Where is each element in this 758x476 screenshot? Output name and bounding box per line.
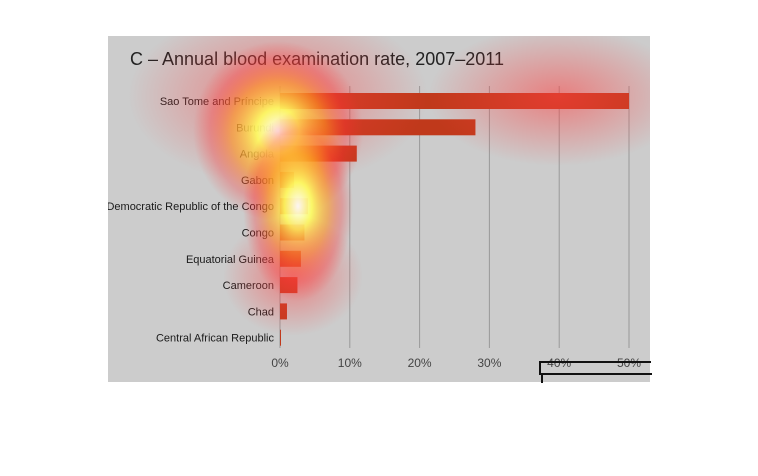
bar bbox=[280, 224, 305, 241]
bar bbox=[280, 145, 357, 162]
x-tick-label: 50% bbox=[617, 356, 641, 370]
bar-chart: Sao Tome and Príncipe Burundi Angola Gabon D… bbox=[108, 86, 641, 370]
bar bbox=[280, 198, 308, 215]
bar bbox=[280, 329, 281, 346]
chart-panel: Sao Tome and Príncipe Burundi Angola Gabon D… bbox=[108, 36, 650, 382]
category-label: Angola bbox=[240, 149, 275, 161]
bar bbox=[280, 303, 287, 320]
category-label: Burundi bbox=[236, 122, 274, 134]
category-label: Gabon bbox=[241, 175, 274, 187]
bars bbox=[280, 93, 629, 346]
category-label: Democratic Republic of the Congo bbox=[108, 201, 274, 213]
x-tick-label: 0% bbox=[271, 356, 289, 370]
category-label: Chad bbox=[248, 306, 274, 318]
scrollbar-fragment-lower bbox=[541, 373, 652, 383]
x-axis-ticks: 0% 10% 20% 30% 40% 50% bbox=[271, 356, 641, 370]
x-tick-label: 20% bbox=[408, 356, 432, 370]
category-label: Congo bbox=[242, 228, 274, 240]
category-label: Sao Tome and Príncipe bbox=[160, 96, 274, 108]
scrollbar-fragment bbox=[539, 361, 651, 375]
chart-title: C – Annual blood examination rate, 2007–… bbox=[130, 49, 504, 69]
bar bbox=[280, 171, 294, 188]
bar bbox=[280, 93, 629, 109]
category-label: Equatorial Guinea bbox=[186, 254, 275, 266]
category-label: Cameroon bbox=[223, 280, 274, 292]
category-label: Central African Republic bbox=[156, 333, 275, 345]
bar bbox=[280, 277, 298, 294]
x-tick-label: 10% bbox=[338, 356, 362, 370]
x-tick-label: 30% bbox=[477, 356, 501, 370]
category-labels: Sao Tome and Príncipe Burundi Angola Gabon D… bbox=[108, 96, 275, 345]
x-tick-label: 40% bbox=[547, 356, 571, 370]
bar bbox=[280, 250, 301, 267]
bar bbox=[280, 119, 476, 136]
